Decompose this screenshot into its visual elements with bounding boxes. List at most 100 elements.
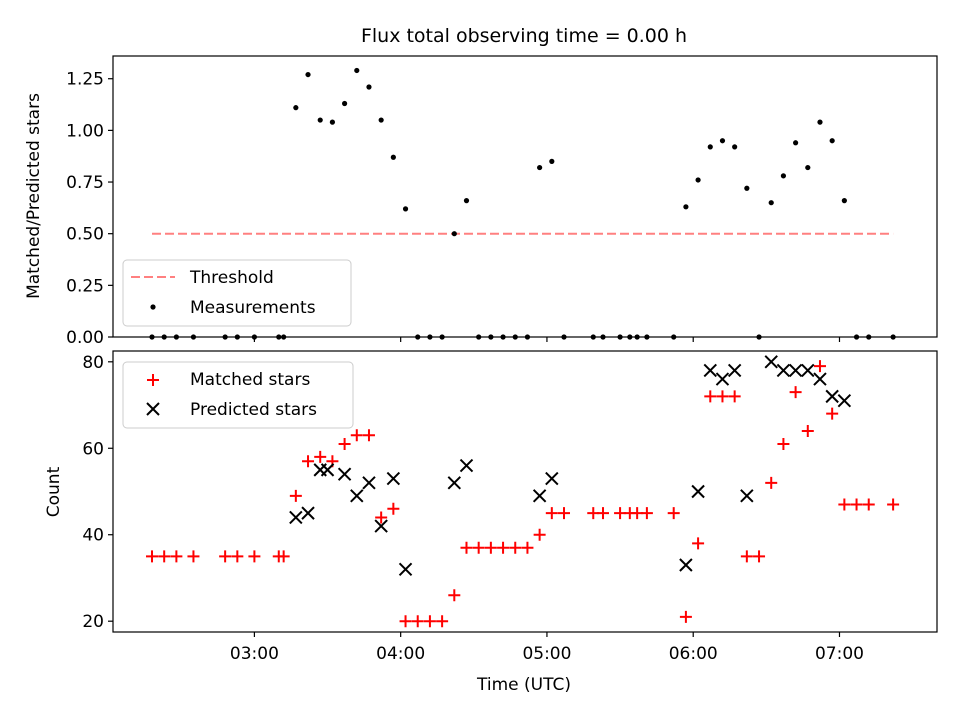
measurement-point bbox=[402, 206, 409, 212]
matched-star-marker bbox=[640, 507, 653, 520]
measurement-point bbox=[707, 144, 713, 150]
measurement-point bbox=[251, 334, 257, 340]
matched-star-marker bbox=[813, 360, 826, 373]
matched-star-marker bbox=[801, 424, 814, 437]
predicted-star-marker bbox=[301, 506, 315, 520]
predicted-star-marker bbox=[545, 471, 559, 486]
measurement-point bbox=[366, 84, 372, 90]
predicted-star-marker bbox=[362, 476, 376, 490]
bottom-plot-area: 20 40 60 80 03:00 04:00 05:00 06:00 07:00 bbox=[82, 350, 938, 664]
matched-star-marker bbox=[679, 610, 692, 623]
predicted-star-marker bbox=[837, 394, 852, 408]
matched-star-marker bbox=[436, 615, 449, 628]
bottom-y-tick-label: 20 bbox=[82, 612, 104, 632]
top-y-tick-label: 0.25 bbox=[66, 276, 104, 296]
x-tick-label: 05:00 bbox=[522, 644, 571, 664]
matched-star-marker bbox=[667, 507, 680, 520]
predicted-star-marker bbox=[289, 510, 303, 525]
matched-star-marker bbox=[887, 498, 900, 511]
matched-star-marker bbox=[170, 550, 183, 563]
legend-measurements-swatch bbox=[150, 304, 156, 310]
matched-star-marker bbox=[692, 537, 705, 550]
matched-star-marker bbox=[411, 615, 424, 628]
predicted-star-marker bbox=[788, 363, 803, 378]
matched-star-marker bbox=[146, 550, 159, 563]
measurement-point bbox=[644, 334, 650, 340]
measurement-point bbox=[561, 334, 567, 340]
matched-star-marker bbox=[350, 429, 363, 442]
measurement-point bbox=[793, 140, 799, 146]
top-y-tick-label: 0.50 bbox=[66, 225, 104, 245]
predicted-star-marker bbox=[727, 363, 742, 378]
matched-star-marker bbox=[314, 450, 327, 463]
bottom-y-tick-label: 60 bbox=[82, 439, 104, 459]
bottom-plot-frame bbox=[112, 350, 938, 633]
measurement-point bbox=[866, 334, 872, 340]
measurement-point bbox=[293, 105, 299, 111]
matched-star-marker bbox=[558, 507, 571, 520]
measurement-point bbox=[463, 198, 470, 204]
matched-star-marker bbox=[484, 541, 497, 554]
matched-star-marker bbox=[704, 390, 717, 403]
bottom-legend: Matched stars Predicted stars bbox=[122, 361, 354, 429]
x-axis-label: Time (UTC) bbox=[476, 675, 571, 695]
measurement-point bbox=[829, 138, 835, 144]
matched-star-marker bbox=[423, 615, 436, 628]
predicted-star-marker bbox=[825, 389, 839, 404]
matched-star-marker bbox=[533, 528, 546, 541]
measurement-point bbox=[500, 334, 506, 340]
measurement-point bbox=[488, 334, 494, 340]
matched-star-marker bbox=[231, 550, 244, 563]
predicted-star-marker bbox=[801, 363, 815, 378]
top-y-tick-label: 0.75 bbox=[66, 173, 104, 193]
matched-star-marker bbox=[219, 550, 232, 563]
matched-star-marker bbox=[862, 498, 875, 511]
measurement-point bbox=[719, 138, 726, 144]
measurement-point bbox=[890, 334, 896, 340]
matched-star-marker bbox=[765, 476, 778, 489]
matched-star-marker bbox=[545, 507, 558, 520]
measurement-point bbox=[671, 334, 677, 340]
bottom-legend-box bbox=[122, 361, 354, 429]
predicted-star-marker bbox=[740, 489, 754, 503]
predicted-star-marker bbox=[703, 363, 717, 378]
measurement-point bbox=[695, 177, 701, 183]
measurement-point bbox=[149, 334, 155, 340]
measurement-point bbox=[634, 334, 640, 340]
matched-star-marker bbox=[338, 437, 351, 450]
matched-star-marker bbox=[716, 390, 729, 403]
measurement-point bbox=[222, 334, 228, 340]
matched-star-marker bbox=[472, 541, 485, 554]
measurement-point bbox=[805, 164, 811, 171]
top-legend-box bbox=[122, 259, 352, 327]
measurement-point bbox=[817, 119, 823, 125]
predicted-star-marker bbox=[398, 562, 413, 577]
measurement-point bbox=[234, 334, 240, 340]
matched-star-marker bbox=[753, 550, 766, 563]
measurement-point bbox=[329, 119, 336, 125]
matched-star-marker bbox=[302, 455, 315, 468]
measurement-point bbox=[600, 334, 606, 340]
measurement-point bbox=[627, 334, 633, 340]
matched-star-marker bbox=[728, 390, 741, 403]
top-plot-area: 0.00 0.25 0.50 0.75 1.00 1.25 bbox=[66, 55, 938, 348]
measurement-point bbox=[317, 117, 323, 123]
matched-star-marker bbox=[277, 550, 290, 563]
matched-star-marker bbox=[740, 550, 753, 563]
matched-star-marker bbox=[387, 502, 400, 515]
top-y-tick-label: 1.25 bbox=[66, 70, 104, 90]
matched-star-marker bbox=[460, 541, 473, 554]
measurement-point bbox=[451, 231, 457, 237]
matched-star-marker bbox=[375, 511, 388, 524]
predicted-star-marker bbox=[715, 372, 730, 386]
measurement-point bbox=[415, 334, 421, 340]
measurement-point bbox=[524, 334, 531, 340]
measurement-point bbox=[190, 334, 197, 340]
measurement-point bbox=[617, 334, 623, 340]
measurement-point bbox=[354, 67, 360, 74]
measurement-point bbox=[841, 198, 847, 204]
measurement-point bbox=[390, 154, 396, 160]
matched-star-marker bbox=[158, 550, 171, 563]
